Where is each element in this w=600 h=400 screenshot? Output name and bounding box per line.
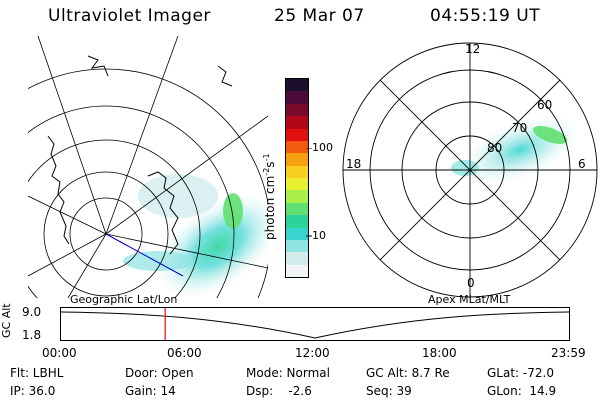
seq-value: Seq: 39: [366, 384, 412, 398]
glon-value: GLon: 14.9: [487, 384, 557, 398]
colorbar-segment: [286, 202, 308, 216]
timeline-xtick-1800: 18:00: [422, 346, 457, 360]
apex-polar-plot: [342, 42, 598, 298]
colorbar-segment: [286, 128, 308, 141]
colorbar-segment: [286, 116, 308, 129]
timeline-xtick-0600: 06:00: [167, 346, 202, 360]
polar-aurora-emission: [451, 116, 580, 184]
gain-value: Gain: 14: [125, 384, 176, 398]
colorbar-segment: [286, 227, 308, 240]
geographic-plot-label: Geographic Lat/Lon: [70, 293, 178, 306]
observation-time: 04:55:19 UT: [430, 6, 541, 26]
colorbar-segment: [286, 252, 308, 265]
colorbar-tick-100: 100: [312, 141, 333, 154]
colorbar-label-s: s: [263, 161, 277, 168]
glat-value: GLat: -72.0: [487, 366, 554, 380]
timeline-chart: [60, 307, 570, 341]
colorbar-label-exp1: -2: [262, 167, 271, 176]
timeline-ytick-high: 9.0: [22, 305, 42, 319]
mlat-label-80: 80: [487, 141, 503, 155]
mlt-label-0: 0: [467, 276, 475, 290]
colorbar-segment: [286, 103, 308, 117]
gc-alt-value: GC Alt: 8.7 Re: [366, 366, 450, 380]
mlt-label-6: 6: [578, 157, 586, 171]
colorbar-segment: [286, 190, 308, 203]
mode-value: Mode: Normal: [246, 366, 330, 380]
timeline-xtick-0000: 00:00: [42, 346, 77, 360]
timeline-ylabel: GC Alt: [0, 303, 13, 338]
colorbar: [285, 78, 309, 278]
mlat-label-70: 70: [512, 121, 528, 135]
mlt-label-18: 18: [346, 157, 362, 171]
colorbar-segment: [286, 91, 308, 104]
colorbar-tick-marks: [306, 148, 312, 237]
colorbar-tick-10: 10: [312, 229, 326, 242]
timeline-xtick-2359: 23:59: [551, 346, 586, 360]
instrument-title: Ultraviolet Imager: [48, 6, 211, 26]
dsp-value: Dsp: -2.6: [246, 384, 312, 398]
filter-value: Flt: LBHL: [10, 366, 64, 380]
colorbar-segment: [286, 215, 308, 228]
altitude-curve: [60, 311, 570, 339]
colorbar-segment: [286, 79, 308, 92]
colorbar-label-unit: photon cm: [263, 175, 277, 240]
colorbar-segment: [286, 140, 308, 154]
aurora-emission: [123, 174, 268, 298]
timeline-xtick-1200: 12:00: [295, 346, 330, 360]
observation-date: 25 Mar 07: [274, 6, 365, 26]
ip-value: IP: 36.0: [10, 384, 56, 398]
timeline-ytick-low: 1.8: [22, 328, 42, 342]
colorbar-label-exp2: -1: [262, 153, 271, 162]
colorbar-gradient: [286, 79, 308, 277]
timeline-ylabel-text: GC Alt: [0, 303, 13, 338]
mlat-label-60: 60: [537, 98, 553, 112]
colorbar-segment: [286, 165, 308, 178]
colorbar-segment: [286, 239, 308, 253]
apex-plot-label: Apex MLat/MLT: [428, 293, 511, 306]
colorbar-segment: [286, 178, 308, 191]
geographic-map: [28, 36, 268, 298]
colorbar-segment: [286, 153, 308, 166]
colorbar-segment: [286, 264, 308, 277]
mlt-label-12: 12: [465, 42, 481, 56]
door-value: Door: Open: [125, 366, 194, 380]
colorbar-label: photon cm-2s-1: [262, 153, 277, 240]
